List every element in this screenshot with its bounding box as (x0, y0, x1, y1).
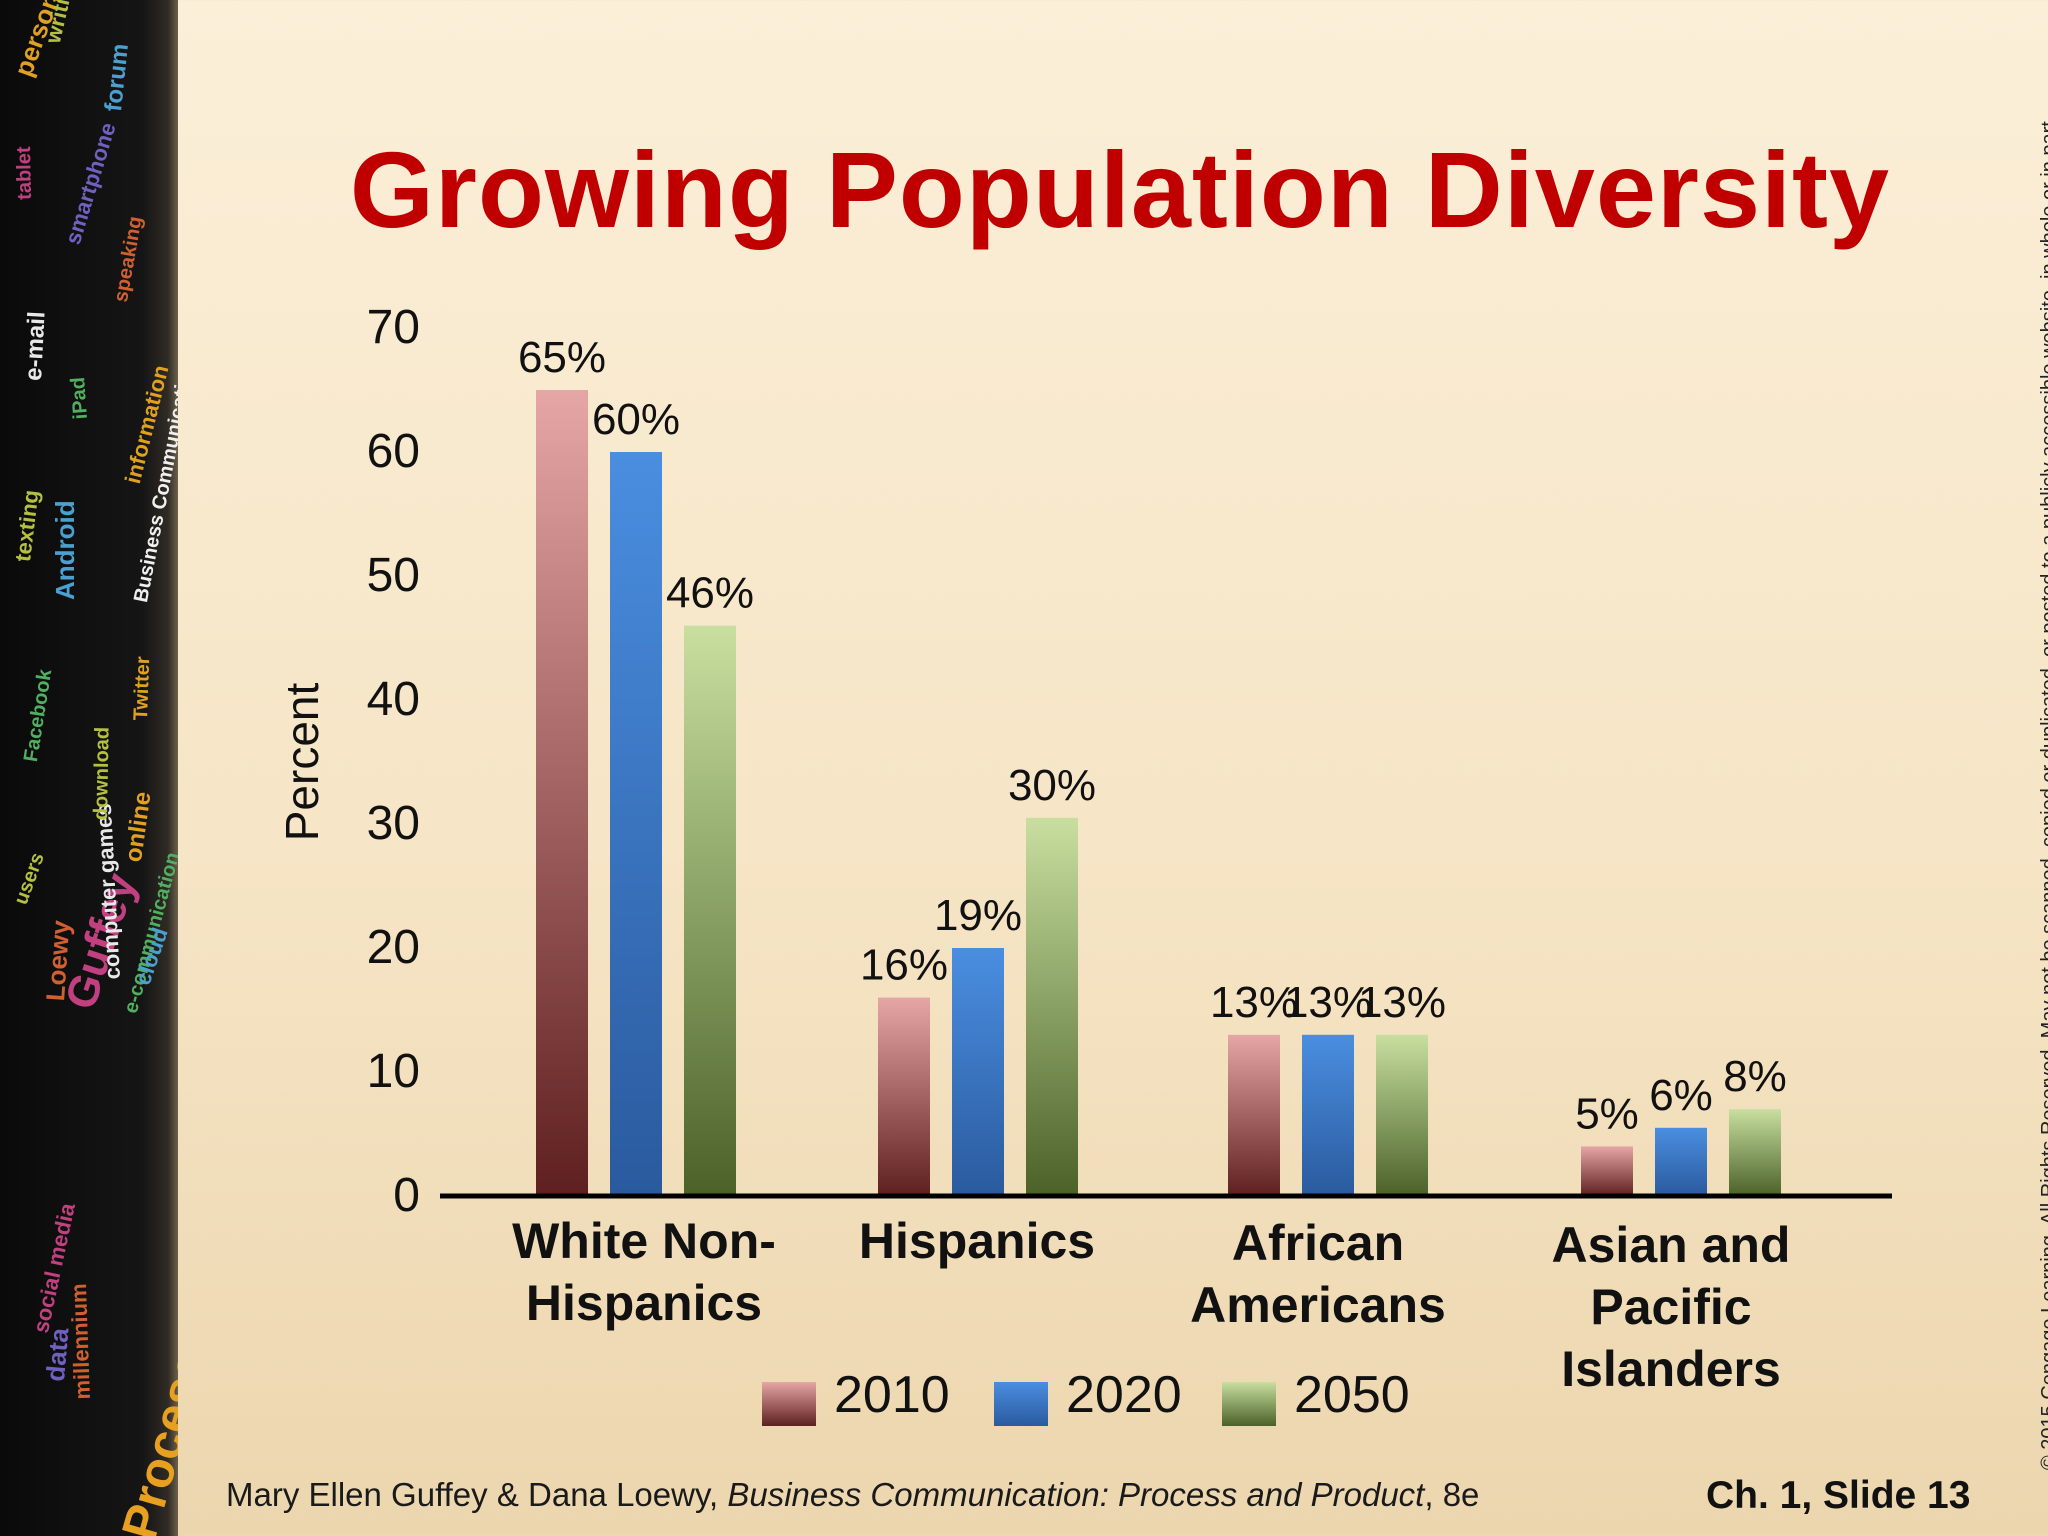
bar-2020-0 (610, 452, 662, 1196)
legend-swatch-2050 (1222, 1382, 1276, 1426)
slide-title: Growing Population Diversity (349, 129, 1891, 250)
bar-2050-1 (1026, 817, 1078, 1196)
data-label: 65% (518, 333, 606, 382)
bar-2050-3 (1729, 1109, 1781, 1196)
x-axis: White Non- Hispanics Hispanics African Ameri… (440, 1193, 1892, 1397)
category-label: Pacific (1590, 1279, 1751, 1335)
legend-label: 2020 (1066, 1366, 1182, 1424)
data-label: 5% (1575, 1089, 1639, 1138)
data-label: 6% (1649, 1071, 1713, 1120)
y-tick-label: 50 (367, 549, 420, 602)
y-tick-label: 10 (367, 1045, 420, 1098)
decorative-word-cloud-sidebar: persona writing forum tablet smartphone speak… (0, 0, 178, 1536)
category-label: Hispanics (526, 1275, 762, 1331)
category-label: White Non- (512, 1213, 776, 1269)
data-labels: 65%60%46%16%19%30%13%13%13%5% 6% 8% (518, 333, 1787, 1138)
bar-2020-2 (1302, 1034, 1354, 1196)
category-label: Hispanics (859, 1213, 1095, 1269)
data-label: 60% (592, 395, 680, 444)
category-label: Islanders (1561, 1341, 1781, 1397)
bar-2050-0 (684, 625, 736, 1196)
bar-2010-1 (878, 997, 930, 1196)
category-label: African (1232, 1215, 1404, 1271)
y-tick-label: 0 (393, 1169, 420, 1222)
bar-2020-3 (1655, 1127, 1707, 1196)
data-label: 13% (1284, 978, 1372, 1027)
category-label: Americans (1190, 1277, 1446, 1333)
footer-edition: , 8e (1424, 1476, 1480, 1513)
y-axis-label: Percent (276, 683, 328, 842)
data-label: 19% (934, 891, 1022, 940)
data-label: 13% (1210, 978, 1298, 1027)
data-label: 8% (1723, 1052, 1787, 1101)
y-tick-label: 60 (367, 425, 420, 478)
data-label: 30% (1008, 761, 1096, 810)
legend-label: 2050 (1294, 1366, 1410, 1424)
footer-book-title: Business Communication: Process and Prod… (727, 1476, 1425, 1513)
bar-2010-0 (536, 390, 588, 1196)
y-tick-label: 70 (367, 301, 420, 354)
bar-2010-2 (1228, 1034, 1280, 1196)
data-label: 13% (1358, 978, 1446, 1027)
y-tick-label: 40 (367, 673, 420, 726)
legend-label: 2010 (834, 1366, 950, 1424)
bars (536, 390, 1781, 1196)
legend-swatch-2010 (762, 1382, 816, 1426)
y-axis: 0 10 20 30 40 50 60 70 Percent (276, 301, 420, 1222)
footer-author: Mary Ellen Guffey & Dana Loewy, (226, 1476, 719, 1513)
bar-2050-2 (1376, 1034, 1428, 1196)
bar-2010-3 (1581, 1146, 1633, 1196)
y-tick-label: 20 (367, 921, 420, 974)
sidebar-edge-shade (168, 0, 178, 1536)
footer-credit: Mary Ellen Guffey & Dana Loewy, Business… (226, 1476, 1479, 1514)
y-tick-label: 30 (367, 797, 420, 850)
data-label: 46% (666, 569, 754, 618)
data-label: 16% (860, 941, 948, 990)
bar-2020-1 (952, 948, 1004, 1196)
category-label: Asian and (1552, 1217, 1791, 1273)
legend: 2010 2020 2050 (762, 1366, 1410, 1426)
legend-swatch-2020 (994, 1382, 1048, 1426)
slide-number: Ch. 1, Slide 13 (1706, 1474, 1971, 1517)
copyright-notice: © 2015 Cengage Learning. All Rights Rese… (2038, 115, 2048, 1470)
